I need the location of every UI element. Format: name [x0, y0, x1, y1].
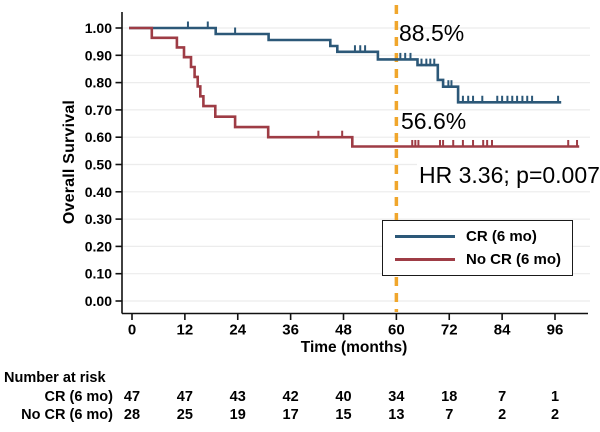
annotation-hazard-ratio: HR 3.36; p=0.007: [417, 162, 600, 188]
risk-value: 7: [498, 389, 507, 405]
risk-value: 25: [176, 407, 193, 423]
svg-text:0.70: 0.70: [85, 102, 112, 118]
risk-value: 15: [335, 407, 352, 423]
svg-text:72: 72: [441, 322, 458, 339]
svg-text:0.30: 0.30: [85, 211, 112, 227]
risk-value: 18: [441, 389, 458, 405]
annotation-cr-survival-rate: 88.5%: [399, 20, 465, 46]
risk-value: 43: [229, 389, 246, 405]
risk-value: 1: [550, 389, 560, 405]
risk-row-label-nocr: No CR (6 mo): [21, 407, 113, 423]
risk-value: 47: [176, 389, 193, 405]
legend-entry-cr: CR (6 mo): [383, 228, 572, 245]
svg-text:0.60: 0.60: [85, 129, 112, 145]
svg-text:0.50: 0.50: [85, 157, 112, 173]
risk-value: 40: [335, 389, 352, 405]
x-tick-labels: 0 12 24 36 48 60 72 84 96: [128, 322, 564, 339]
number-at-risk-heading: Number at risk: [4, 370, 106, 386]
curve-cr: [129, 26, 562, 104]
risk-value: 2: [550, 407, 560, 423]
legend-line-nocr: [395, 258, 455, 262]
censor-ticks-cr: [186, 21, 560, 104]
risk-value: 17: [282, 407, 299, 423]
svg-text:48: 48: [335, 322, 352, 339]
risk-row-label-cr: CR (6 mo): [44, 389, 113, 405]
svg-text:36: 36: [282, 322, 299, 339]
svg-text:0.10: 0.10: [85, 266, 112, 282]
svg-text:0.80: 0.80: [85, 75, 112, 91]
svg-text:0.00: 0.00: [85, 293, 112, 309]
risk-value: 47: [123, 389, 141, 405]
risk-value: 34: [388, 389, 405, 405]
risk-value: 7: [445, 407, 454, 423]
svg-text:0.40: 0.40: [85, 184, 112, 200]
censor-ticks-no-cr: [317, 130, 579, 148]
svg-text:0: 0: [128, 322, 136, 339]
svg-text:60: 60: [388, 322, 405, 339]
svg-text:0.20: 0.20: [85, 238, 112, 254]
legend-line-cr: [395, 234, 455, 238]
legend-entry-nocr: No CR (6 mo): [383, 251, 572, 268]
risk-value: 13: [388, 407, 405, 423]
axes: [115, 12, 588, 320]
svg-text:84: 84: [494, 322, 511, 339]
risk-value: 42: [282, 389, 299, 405]
y-axis-title: Overall Survival: [61, 99, 78, 225]
legend-box: CR (6 mo) No CR (6 mo): [382, 220, 573, 276]
x-axis-title: Time (months): [300, 339, 408, 356]
risk-value: 28: [123, 407, 141, 423]
risk-value: 19: [229, 407, 246, 423]
legend-label-nocr: No CR (6 mo): [466, 251, 561, 269]
svg-text:12: 12: [177, 322, 194, 339]
y-tick-labels: 1.00 0.90 0.80 0.70 0.60 0.50 0.40 0.30 0.20 0.10…: [85, 20, 112, 309]
svg-text:0.90: 0.90: [85, 47, 112, 63]
svg-text:24: 24: [229, 322, 246, 339]
svg-text:96: 96: [547, 322, 564, 339]
annotation-nocr-survival-rate: 56.6%: [401, 108, 467, 134]
curve-no-cr: [129, 26, 580, 148]
risk-value: 2: [498, 407, 507, 423]
svg-text:1.00: 1.00: [85, 20, 112, 36]
legend-label-cr: CR (6 mo): [466, 227, 537, 245]
